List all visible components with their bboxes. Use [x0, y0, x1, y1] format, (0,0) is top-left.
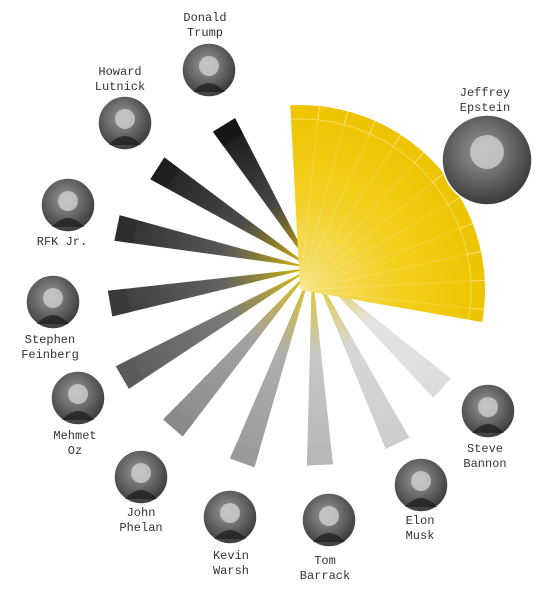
hub-ray [299, 197, 461, 291]
spoke-cap [306, 446, 333, 466]
hub-tick [447, 197, 461, 205]
hub-ray [299, 111, 349, 291]
node-label: Musk [406, 529, 435, 543]
portrait-head [470, 135, 504, 169]
portrait-head [319, 506, 339, 526]
node-label: Feinberg [21, 348, 79, 362]
portrait-silhouette [52, 218, 84, 227]
spoke-cap [150, 157, 179, 188]
hub-ray [299, 105, 320, 291]
spoke [114, 215, 312, 268]
hub-ray [299, 279, 485, 291]
node-label: Barrack [300, 569, 350, 583]
hub-tick [432, 173, 445, 183]
portrait-silhouette [405, 498, 437, 507]
spoke [150, 157, 312, 268]
hub-tick [392, 134, 402, 147]
portrait-silhouette [214, 530, 246, 539]
spoke [107, 268, 312, 317]
spoke-cap [229, 441, 260, 468]
hub-tick [459, 223, 473, 230]
node-label: Tom [314, 554, 336, 568]
spokes [107, 118, 451, 468]
node-label: Warsh [213, 564, 249, 578]
spoke [163, 268, 312, 437]
portrait-head [220, 503, 240, 523]
portrait-head [115, 109, 135, 129]
node-label: Lutnick [95, 80, 145, 94]
spoke-cap [163, 406, 194, 437]
hub-ray [299, 120, 376, 291]
portrait-head [131, 463, 151, 483]
spoke [306, 268, 333, 466]
spoke [229, 268, 312, 468]
hub-tick [369, 120, 376, 134]
portrait-silhouette [125, 490, 157, 499]
spoke [312, 268, 451, 398]
portrait-silhouette [313, 533, 345, 542]
hub-tick [467, 251, 482, 255]
spoke-cap [114, 215, 138, 244]
hub-tick [343, 111, 349, 125]
hub-ray [299, 223, 473, 291]
spoke [312, 268, 410, 449]
node-label: Kevin [213, 549, 249, 563]
hub-ray [299, 173, 445, 291]
hub-wedge [290, 104, 485, 323]
hub-ray [299, 134, 402, 291]
node-label: Howard [98, 65, 141, 79]
spoke-cap [107, 288, 130, 317]
portrait-head [199, 56, 219, 76]
node-label: John [127, 506, 156, 520]
hub-label: Epstein [460, 101, 510, 115]
portrait-silhouette [62, 411, 94, 420]
portrait-silhouette [37, 315, 69, 324]
hub-tick [317, 105, 320, 120]
hub-arc [291, 118, 472, 320]
hub-tick [414, 152, 425, 164]
node-label: Stephen [25, 333, 75, 347]
portrait-silhouette [472, 424, 504, 433]
node-label: Trump [187, 26, 223, 40]
spoke-cap [115, 358, 144, 389]
hub-ray [299, 251, 482, 291]
hub-rays [291, 105, 485, 320]
portrait-head [68, 384, 88, 404]
hub-ray [299, 152, 425, 291]
spoke [115, 268, 312, 389]
hub-tick [470, 279, 485, 282]
node-label: Donald [183, 11, 226, 25]
node-label: Mehmet [53, 429, 96, 443]
portrait-silhouette [193, 83, 225, 92]
portrait-head [58, 191, 78, 211]
hub-label: Jeffrey [460, 86, 510, 100]
portrait-head [478, 397, 498, 417]
node-label: Elon [406, 514, 435, 528]
portrait-head [43, 288, 63, 308]
node-label: Steve [467, 442, 503, 456]
spoke-cap [378, 421, 410, 449]
hub-ray [299, 289, 485, 310]
portrait-silhouette [109, 136, 141, 145]
spoke-cap [420, 367, 451, 398]
node-label: Phelan [119, 521, 162, 535]
node-label: RFK Jr. [37, 235, 87, 249]
portrait-head [411, 471, 431, 491]
hub-tick [470, 307, 485, 310]
spoke-cap [212, 118, 244, 147]
node-label: Oz [68, 444, 82, 458]
spoke [212, 118, 312, 269]
node-label: Bannon [463, 457, 506, 471]
